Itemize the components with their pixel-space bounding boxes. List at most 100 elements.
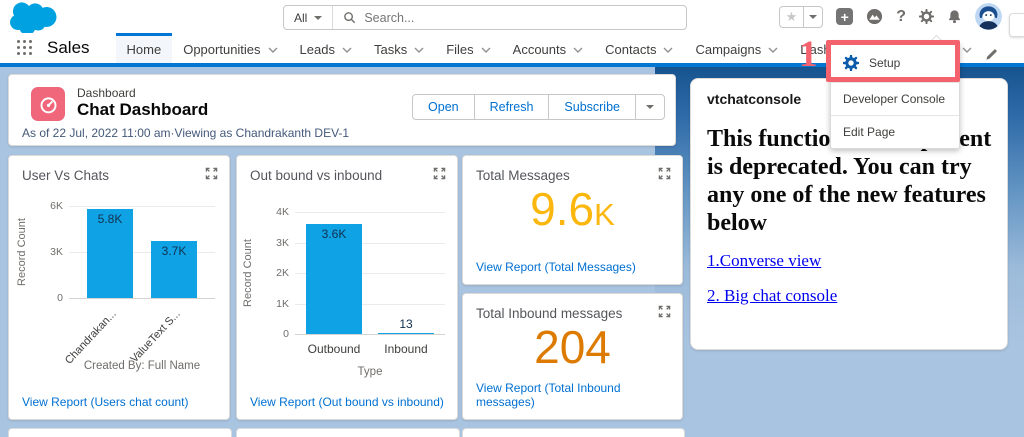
search-scope-label: All	[294, 10, 308, 25]
chevron-down-icon	[481, 47, 491, 53]
tab-label: Campaigns	[695, 42, 762, 57]
bar-value-label: 3.6K	[321, 227, 347, 241]
widget-title: Total Inbound messages	[476, 306, 623, 321]
view-report-link[interactable]: View Report (Total Messages)	[476, 260, 636, 274]
favorites-button-group[interactable]: ★	[778, 5, 824, 28]
y-tick-label: 2K	[276, 267, 289, 279]
more-actions-button[interactable]	[635, 94, 665, 120]
feature-links: 1.Converse view 2. Big chat console	[707, 251, 837, 321]
user-avatar[interactable]	[975, 3, 1002, 30]
gridline	[69, 206, 215, 207]
global-search[interactable]: All	[283, 5, 687, 30]
bar-value-label: 3.7K	[161, 244, 187, 258]
gridline	[295, 212, 445, 213]
tab-leads[interactable]: Leads	[289, 33, 363, 63]
dashboard-icon	[31, 87, 65, 121]
tab-label: Opportunities	[183, 42, 261, 57]
search-icon	[343, 11, 356, 24]
gridline	[69, 252, 215, 253]
bar-outbound[interactable]	[306, 224, 362, 334]
view-report-link[interactable]: View Report (Out bound vs inbound)	[250, 395, 444, 409]
bar-value-label: 5.8K	[97, 212, 123, 226]
menu-divider	[831, 115, 959, 116]
menu-item-edit-page[interactable]: Edit Page	[831, 116, 959, 148]
notifications-bell-icon[interactable]	[947, 9, 962, 24]
widget-total-inbound-messages: Total Inbound messages 204 View Report (…	[462, 293, 683, 420]
tab-label: Home	[126, 42, 162, 57]
bar-chandrakan-[interactable]	[87, 209, 133, 298]
caret-down-icon	[646, 105, 654, 109]
chevron-down-icon	[663, 47, 673, 53]
tab-home[interactable]: Home	[115, 33, 173, 63]
y-tick-label: 0	[283, 328, 289, 340]
y-tick-label: 3K	[50, 246, 63, 258]
global-actions-add-icon[interactable]: +	[836, 8, 854, 25]
app-launcher-icon[interactable]	[17, 40, 33, 56]
widget-title: Total Messages	[476, 168, 570, 183]
menu-item-label: Developer Console	[843, 92, 946, 106]
chevron-down-icon	[768, 47, 778, 53]
expand-icon[interactable]	[433, 167, 446, 180]
salesforce-logo	[8, 1, 58, 39]
favorites-star-icon[interactable]: ★	[785, 8, 798, 24]
bar-chart-outbound-vs-inbound: 0 1K 2K 3K 4K 3.6K Outbound 13 Inbound Record Cou…	[237, 156, 457, 419]
gridline	[295, 273, 445, 274]
dashboard-actions: Open Refresh Subscribe	[412, 94, 665, 120]
widget-user-vs-chats: User Vs Chats 0 3K 6K 5.8K Chandrakan... 3.7K…	[8, 155, 230, 420]
open-button[interactable]: Open	[412, 94, 475, 120]
big-chat-console-link[interactable]: 2. Big chat console	[707, 286, 838, 305]
bar-chart-user-vs-chats: 0 3K 6K 5.8K Chandrakan... 3.7K ValueText S...…	[9, 156, 229, 419]
app-name: Sales	[47, 38, 90, 57]
gridline	[69, 298, 215, 299]
search-scope-dropdown[interactable]: All	[284, 6, 334, 29]
caret-down-icon	[809, 14, 818, 19]
refresh-button[interactable]: Refresh	[473, 94, 550, 120]
search-input[interactable]	[356, 9, 686, 26]
tab-opportunities[interactable]: Opportunities	[172, 33, 288, 63]
tab-campaigns[interactable]: Campaigns	[684, 33, 789, 63]
x-category-label: Inbound	[384, 342, 428, 356]
menu-item-label: Setup	[869, 55, 901, 70]
vtchatconsole-panel: vtchatconsole This function or component…	[690, 78, 1008, 350]
chevron-down-icon	[268, 47, 278, 53]
tab-files[interactable]: Files	[435, 33, 501, 63]
metric-total-inbound-value: 204	[534, 321, 611, 373]
guidance-trailhead-icon[interactable]	[866, 8, 883, 25]
x-category-label: Outbound	[307, 342, 361, 356]
bar-valuetext-s-[interactable]	[151, 241, 197, 298]
bar-inbound[interactable]	[378, 333, 434, 334]
view-report-link[interactable]: View Report (Total Inbound messages)	[476, 381, 621, 409]
widget-partial	[236, 428, 460, 437]
page-title: Chat Dashboard	[77, 100, 209, 119]
global-header: All ★ + ?	[0, 0, 1024, 35]
tab-label: Leads	[299, 42, 335, 57]
y-axis-label: Record Count	[242, 239, 254, 307]
edit-page-pencil-icon[interactable]	[985, 48, 998, 61]
chevron-down-icon	[962, 47, 972, 53]
gridline	[295, 303, 445, 305]
favorites-caret-button[interactable]	[803, 6, 822, 27]
widget-title: User Vs Chats	[22, 168, 110, 183]
expand-icon[interactable]	[658, 305, 671, 318]
subscribe-button[interactable]: Subscribe	[548, 94, 636, 120]
menu-item-developer-console[interactable]: Developer Console	[831, 83, 959, 115]
gridline	[295, 242, 445, 244]
help-icon[interactable]: ?	[896, 7, 906, 25]
dashboard-page: Dashboard Chat Dashboard As of 22 Jul, 2…	[0, 67, 1024, 437]
tab-tasks[interactable]: Tasks	[363, 33, 435, 63]
setup-gear-icon[interactable]	[919, 9, 934, 24]
widget-partial	[462, 428, 685, 437]
clipped-panel-edge	[1009, 13, 1024, 37]
converse-view-link[interactable]: 1.Converse view	[707, 251, 822, 270]
view-report-link[interactable]: View Report (Users chat count)	[22, 395, 189, 409]
expand-icon[interactable]	[205, 167, 218, 180]
tab-accounts[interactable]: Accounts	[502, 33, 594, 63]
menu-item-setup[interactable]: Setup	[831, 43, 959, 82]
metric-total-messages-value: 9.6K	[530, 183, 615, 235]
expand-icon[interactable]	[658, 167, 671, 180]
tab-contacts[interactable]: Contacts	[594, 33, 684, 63]
y-tick-label: 3K	[276, 236, 289, 249]
chart-plot-area	[295, 212, 445, 335]
tab-label: Accounts	[512, 42, 567, 57]
